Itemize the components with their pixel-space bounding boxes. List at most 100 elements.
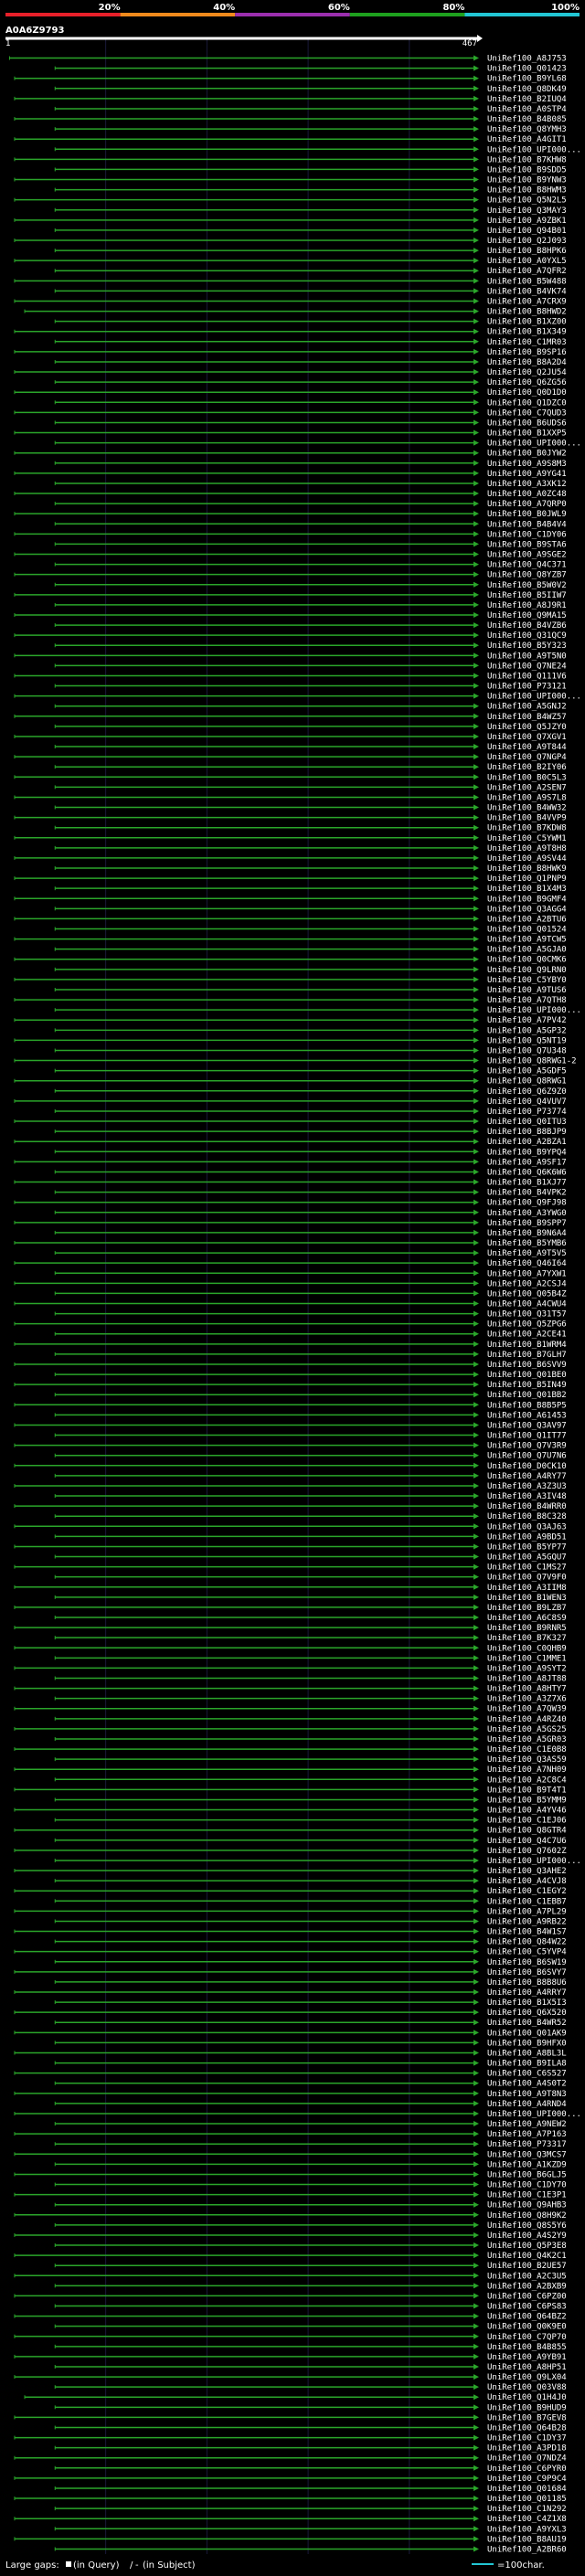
hit-label[interactable]: UniRef100_B0JYW2 [487, 450, 567, 459]
hit-row[interactable]: UniRef100_C1MS27 [14, 1564, 567, 1573]
hit-row[interactable]: UniRef100_Q8GTR4 [14, 1827, 567, 1836]
hit-row[interactable]: UniRef100_A2C8C4 [54, 1776, 567, 1785]
hit-label[interactable]: UniRef100_Q5P3E8 [487, 2242, 567, 2251]
hit-row[interactable]: UniRef100_A4S2Y9 [14, 2231, 567, 2241]
hit-row[interactable]: UniRef100_B4WRR0 [14, 1502, 567, 1511]
hit-label[interactable]: UniRef100_A8BL3L [487, 2049, 567, 2058]
hit-label[interactable]: UniRef100_C5YBY0 [487, 976, 567, 985]
hit-row[interactable]: UniRef100_A7QTH8 [14, 996, 567, 1005]
hit-row[interactable]: UniRef100_A2BR60 [54, 2545, 567, 2554]
hit-row[interactable]: UniRef100_C1DY06 [14, 530, 567, 539]
hit-label[interactable]: UniRef100_Q1PNP9 [487, 875, 567, 884]
hit-label[interactable]: UniRef100_A9T8H8 [487, 844, 567, 853]
hit-label[interactable]: UniRef100_A7QFR2 [487, 267, 567, 276]
hit-label[interactable]: UniRef100_A4CVJ8 [487, 1877, 567, 1886]
hit-row[interactable]: UniRef100_Q7V3R9 [14, 1442, 567, 1451]
hit-label[interactable]: UniRef100_B2IY06 [487, 763, 567, 772]
hit-row[interactable]: UniRef100_A4CWU4 [14, 1300, 567, 1309]
hit-row[interactable]: UniRef100_C1EJ06 [54, 1817, 567, 1826]
hit-row[interactable]: UniRef100_A0ZC48 [14, 490, 567, 499]
hit-label[interactable]: UniRef100_Q31T57 [487, 1310, 567, 1320]
hit-row[interactable]: UniRef100_A4RY77 [54, 1472, 567, 1481]
hit-row[interactable]: UniRef100_A9TCW5 [14, 936, 567, 945]
hit-row[interactable]: UniRef100_Q5ZPG6 [14, 1320, 567, 1330]
hit-label[interactable]: UniRef100_Q1H4J0 [487, 2393, 567, 2402]
hit-label[interactable]: UniRef100_B1X4M3 [487, 885, 567, 894]
hit-label[interactable]: UniRef100_Q01AK9 [487, 2029, 567, 2038]
hit-row[interactable]: UniRef100_B9YL68 [14, 75, 567, 84]
hit-label[interactable]: UniRef100_A61453 [487, 1411, 567, 1420]
hit-row[interactable]: UniRef100_Q64B28 [54, 2423, 567, 2433]
hit-row[interactable]: UniRef100_C7QUD3 [14, 408, 567, 418]
hit-row[interactable]: UniRef100_A3YWG0 [54, 1209, 567, 1218]
hit-label[interactable]: UniRef100_B0JWL9 [487, 510, 567, 519]
hit-label[interactable]: UniRef100_A2C8C4 [487, 1776, 567, 1785]
hit-row[interactable]: UniRef100_B4WR52 [54, 2019, 567, 2028]
hit-row[interactable]: UniRef100_B9SP16 [14, 348, 567, 357]
hit-label[interactable]: UniRef100_C1DY37 [487, 2434, 567, 2443]
hit-row[interactable]: UniRef100_B8HWM3 [54, 186, 567, 196]
hit-label[interactable]: UniRef100_B6SW19 [487, 1958, 567, 1967]
hit-row[interactable]: UniRef100_Q01423 [54, 65, 567, 74]
hit-row[interactable]: UniRef100_Q8DK49 [54, 85, 567, 94]
hit-label[interactable]: UniRef100_A9NEW2 [487, 2120, 567, 2129]
hit-label[interactable]: UniRef100_A7QRP0 [487, 500, 567, 509]
hit-label[interactable]: UniRef100_A8J9R1 [487, 601, 567, 610]
hit-row[interactable]: UniRef100_A4RRY7 [14, 1988, 567, 1998]
hit-label[interactable]: UniRef100_B9RNR5 [487, 1624, 567, 1633]
hit-row[interactable]: UniRef100_Q4VUV7 [14, 1097, 567, 1107]
hit-label[interactable]: UniRef100_Q6K6W6 [487, 1168, 567, 1177]
hit-label[interactable]: UniRef100_A6C8S9 [487, 1614, 567, 1623]
hit-label[interactable]: UniRef100_Q7U348 [487, 1046, 567, 1055]
hit-row[interactable]: UniRef100_B7GLH7 [54, 1351, 567, 1360]
hit-row[interactable]: UniRef100_Q01BE0 [54, 1371, 567, 1380]
hit-label[interactable]: UniRef100_B8B8U6 [487, 1978, 567, 1988]
hit-row[interactable]: UniRef100_A5GNJ2 [54, 703, 567, 712]
hit-row[interactable]: UniRef100_C1E0B8 [14, 1745, 567, 1754]
hit-label[interactable]: UniRef100_A2SEN7 [487, 783, 567, 792]
hit-label[interactable]: UniRef100_Q9AHB3 [487, 2201, 567, 2210]
hit-label[interactable]: UniRef100_A5GP32 [487, 1026, 567, 1035]
hit-row[interactable]: UniRef100_B4VK74 [54, 287, 567, 296]
hit-label[interactable]: UniRef100_A8HP51 [487, 2363, 567, 2372]
hit-label[interactable]: UniRef100_A7PV42 [487, 1016, 567, 1025]
hit-label[interactable]: UniRef100_Q7NE24 [487, 662, 567, 671]
hit-row[interactable]: UniRef100_A9T5N0 [14, 652, 567, 661]
hit-row[interactable]: UniRef100_A9SV44 [14, 854, 567, 864]
hit-row[interactable]: UniRef100_B5YP77 [14, 1542, 567, 1552]
hit-label[interactable]: UniRef100_A9SF17 [487, 1158, 567, 1167]
hit-row[interactable]: UniRef100_Q5N2L5 [14, 196, 567, 206]
hit-label[interactable]: UniRef100_B1XZ00 [487, 318, 567, 327]
hit-label[interactable]: UniRef100_B4VVP9 [487, 814, 567, 823]
hit-row[interactable]: UniRef100_A9T844 [54, 743, 567, 752]
hit-label[interactable]: UniRef100_A5GJA0 [487, 946, 567, 955]
hit-label[interactable]: UniRef100_P73774 [487, 1108, 567, 1117]
hit-label[interactable]: UniRef100_A0STP4 [487, 105, 567, 114]
hit-row[interactable]: UniRef100_B5W0V2 [54, 581, 567, 590]
hit-row[interactable]: UniRef100_Q1H4J0 [24, 2393, 567, 2402]
hit-row[interactable]: UniRef100_P73774 [54, 1108, 567, 1117]
hit-row[interactable]: UniRef100_A9YB91 [14, 2353, 567, 2362]
hit-label[interactable]: UniRef100_A7YXW1 [487, 1269, 567, 1278]
hit-row[interactable]: UniRef100_A9RB22 [54, 1917, 567, 1926]
hit-row[interactable]: UniRef100_B9YNW3 [14, 176, 567, 186]
hit-row[interactable]: UniRef100_C5YBY0 [14, 976, 567, 985]
hit-label[interactable]: UniRef100_Q0D1D0 [487, 388, 567, 398]
hit-row[interactable]: UniRef100_Q9AHB3 [54, 2201, 567, 2210]
hit-label[interactable]: UniRef100_A3IV48 [487, 1492, 567, 1501]
hit-label[interactable]: UniRef100_Q7NDZ4 [487, 2454, 567, 2464]
hit-row[interactable]: UniRef100_Q5P3E8 [54, 2242, 567, 2251]
hit-row[interactable]: UniRef100_Q7NE24 [54, 662, 567, 671]
hit-row[interactable]: UniRef100_UPI000... [14, 2110, 581, 2119]
hit-row[interactable]: UniRef100_A2BTU6 [14, 915, 567, 924]
hit-label[interactable]: UniRef100_A3Z7X6 [487, 1695, 567, 1704]
hit-label[interactable]: UniRef100_A9BD51 [487, 1532, 567, 1542]
hit-label[interactable]: UniRef100_A9TCW5 [487, 936, 567, 945]
hit-label[interactable]: UniRef100_A2CSJ4 [487, 1279, 567, 1288]
hit-label[interactable]: UniRef100_Q01423 [487, 65, 567, 74]
hit-row[interactable]: UniRef100_UPI000... [54, 1006, 581, 1015]
hit-label[interactable]: UniRef100_A9ZBK1 [487, 217, 567, 226]
hit-row[interactable]: UniRef100_Q7NGP4 [14, 753, 567, 762]
hit-label[interactable]: UniRef100_Q7602Z [487, 1847, 567, 1856]
hit-label[interactable]: UniRef100_A5GS25 [487, 1725, 567, 1734]
